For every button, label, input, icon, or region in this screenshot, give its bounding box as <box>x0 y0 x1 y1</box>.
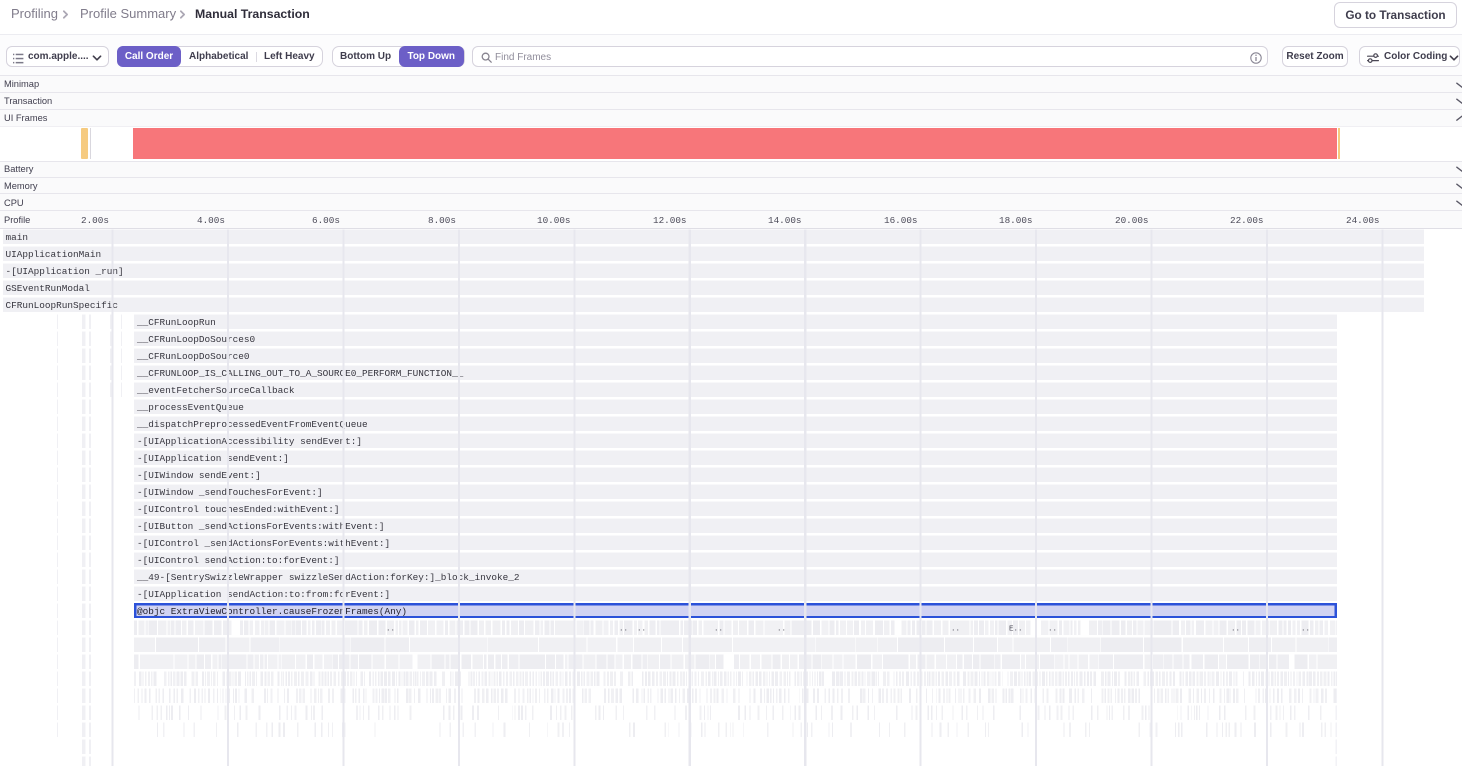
svg-text:-[UIApplication _run]: -[UIApplication _run] <box>6 266 124 277</box>
svg-text:..: .. <box>637 626 646 634</box>
svg-text:-[UIWindow _sendTouchesForEven: -[UIWindow _sendTouchesForEvent:] <box>137 487 323 498</box>
svg-text:-[UIApplicationAccessibility s: -[UIApplicationAccessibility sendEvent:] <box>137 436 362 447</box>
svg-text:__CFRUNLOOP_IS_CALLING_OUT_TO_: __CFRUNLOOP_IS_CALLING_OUT_TO_A_SOURCE0_… <box>136 368 464 379</box>
svg-text:__dispatchPreprocessedEventFro: __dispatchPreprocessedEventFromEventQueu… <box>136 419 368 430</box>
svg-text:__CFRunLoopRun: __CFRunLoopRun <box>136 317 216 328</box>
svg-text:..: .. <box>714 626 723 634</box>
svg-text:@objc ExtraViewController.caus: @objc ExtraViewController.causeFrozenFra… <box>137 606 407 617</box>
svg-text:-[UIApplication sendEvent:]: -[UIApplication sendEvent:] <box>137 453 289 464</box>
svg-text:-[UIButton _sendActionsForEven: -[UIButton _sendActionsForEvents:withEve… <box>137 521 385 532</box>
svg-text:-[UIWindow sendEvent:]: -[UIWindow sendEvent:] <box>137 470 261 481</box>
svg-text:-[UIControl touchesEnded:withE: -[UIControl touchesEnded:withEvent:] <box>137 504 340 515</box>
svg-text:..: .. <box>1048 626 1057 634</box>
svg-text:CFRunLoopRunSpecific: CFRunLoopRunSpecific <box>6 300 119 311</box>
svg-text:main: main <box>6 232 29 243</box>
svg-text:UIApplicationMain: UIApplicationMain <box>6 249 102 260</box>
svg-text:..: .. <box>386 626 395 634</box>
svg-text:__49-[SentrySwizzleWrapper swi: __49-[SentrySwizzleWrapper swizzleSendAc… <box>136 572 520 583</box>
svg-text:-[UIControl _sendActionsForEve: -[UIControl _sendActionsForEvents:withEv… <box>137 538 390 549</box>
svg-text:__CFRunLoopDoSources0: __CFRunLoopDoSources0 <box>136 334 256 345</box>
svg-text:..: .. <box>777 626 786 634</box>
svg-text:..: .. <box>619 626 628 634</box>
svg-text:E..: E.. <box>1009 626 1023 634</box>
svg-text:GSEventRunModal: GSEventRunModal <box>6 283 91 294</box>
svg-text:__CFRunLoopDoSource0: __CFRunLoopDoSource0 <box>136 351 250 362</box>
svg-text:..: .. <box>1301 626 1310 634</box>
svg-text:..: .. <box>951 626 960 634</box>
svg-text:-[UIControl sendAction:to:forE: -[UIControl sendAction:to:forEvent:] <box>137 555 340 566</box>
svg-text:__processEventQueue: __processEventQueue <box>136 402 244 413</box>
svg-text:..: .. <box>1231 626 1240 634</box>
svg-text:-[UIApplication sendAction:to:: -[UIApplication sendAction:to:from:forEv… <box>137 589 390 600</box>
svg-text:__eventFetcherSourceCallback: __eventFetcherSourceCallback <box>136 385 295 396</box>
